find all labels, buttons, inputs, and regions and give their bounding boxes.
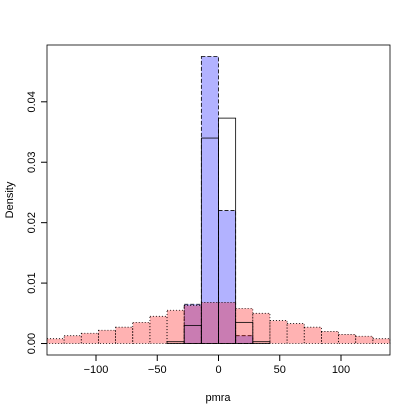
histogram-bar — [200, 302, 219, 344]
histogram-bar — [303, 326, 322, 344]
histogram-bar — [80, 332, 99, 344]
histogram-bar — [149, 315, 168, 344]
histogram-bar — [252, 312, 271, 344]
y-tick-label: 0.00 — [26, 333, 38, 354]
y-tick-label: 0.03 — [26, 152, 38, 173]
x-tick-label: −50 — [148, 364, 167, 376]
histogram-bar — [218, 302, 237, 344]
histogram-bar — [200, 56, 219, 344]
histogram-bar — [320, 331, 339, 344]
x-tick-label: 50 — [274, 364, 286, 376]
histogram-bar — [218, 117, 237, 344]
histogram-bar — [286, 323, 305, 344]
histogram-bar — [372, 338, 391, 344]
histogram-bar — [235, 321, 254, 344]
x-tick-label: −100 — [84, 364, 109, 376]
histogram-bar — [235, 308, 254, 344]
histogram-bar — [183, 305, 202, 344]
x-tick-label: 0 — [215, 364, 221, 376]
y-tick-label: 0.01 — [26, 272, 38, 293]
histogram-bar — [98, 329, 116, 344]
histogram-bar — [269, 320, 288, 344]
x-tick-label: 100 — [332, 364, 350, 376]
histogram-bar — [46, 338, 65, 344]
y-tick-label: 0.04 — [26, 91, 38, 112]
histogram-bar — [63, 335, 82, 344]
histogram-bar — [166, 309, 185, 344]
histogram-bar — [132, 321, 151, 344]
x-axis-label: pmra — [205, 392, 231, 404]
histogram-bar — [338, 334, 357, 344]
y-axis-label: Density — [4, 181, 16, 218]
histogram-bar — [252, 341, 271, 344]
histogram-bar — [115, 326, 134, 344]
y-tick-label: 0.02 — [26, 212, 38, 233]
histogram-bar — [355, 335, 374, 344]
